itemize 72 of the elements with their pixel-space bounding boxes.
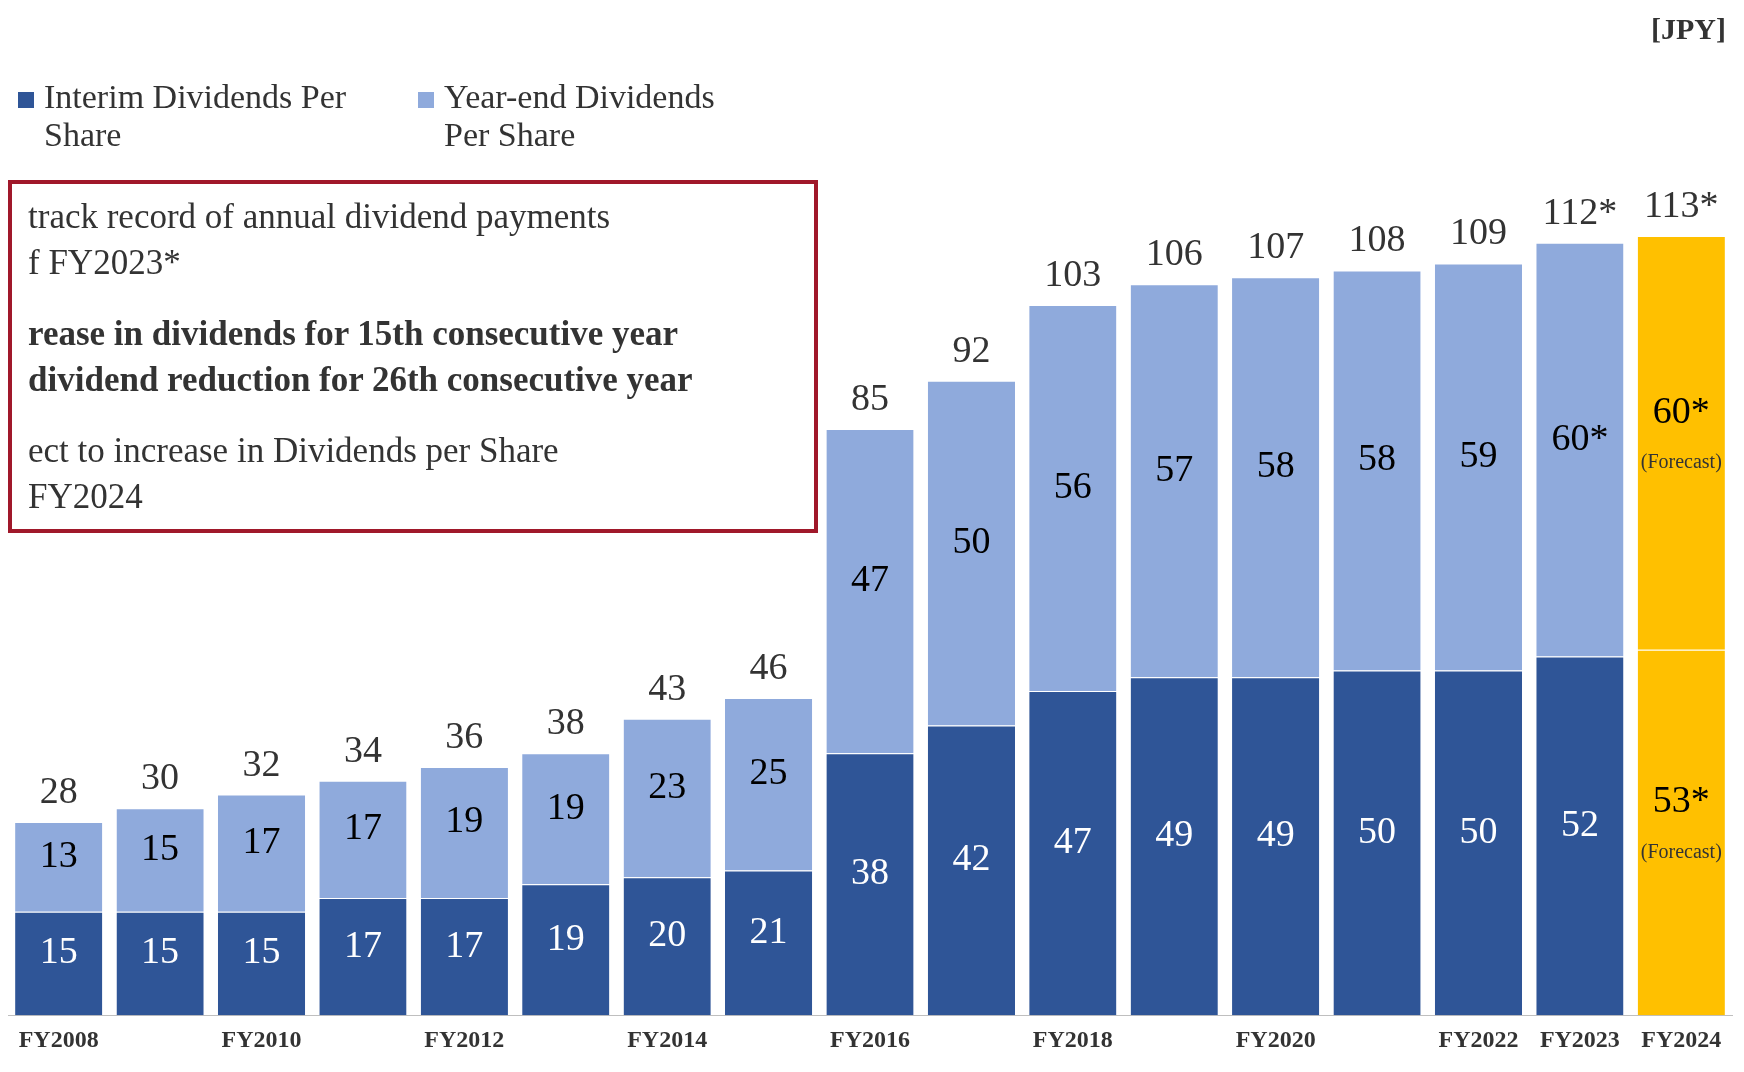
total-label: 85 (851, 376, 889, 419)
annotation: dividend reduction for 26th consecutive year (28, 358, 694, 401)
annotation: rease in dividends for 15th consecutive year (28, 313, 680, 355)
x-tick-label: FY2010 (221, 1025, 302, 1052)
total-label: 108 (1348, 217, 1406, 260)
total-label: 113* (1644, 182, 1719, 225)
x-tick-label: FY2018 (1032, 1025, 1113, 1052)
x-tick-label: FY2016 (830, 1025, 910, 1052)
annotation: (Forecast) (1640, 839, 1722, 863)
data-label: 15 (141, 826, 180, 869)
total-label: 38 (546, 700, 585, 743)
x-tick-label: FY2023 (1539, 1025, 1620, 1052)
data-label: 25 (749, 750, 788, 793)
data-label: 19 (546, 915, 585, 958)
data-label: 59 (1459, 432, 1498, 475)
legend-label: Year-end Dividends Per Share (444, 78, 716, 154)
annotation: FY2024 (28, 475, 144, 518)
data-label: 49 (1155, 812, 1194, 855)
total-label: 36 (445, 713, 484, 756)
total-label: 109 (1449, 210, 1507, 253)
x-tick-label: FY2022 (1438, 1025, 1519, 1052)
total-label: 92 (952, 327, 991, 370)
data-label: 13 (39, 832, 78, 875)
x-tick-label: FY2020 (1235, 1025, 1316, 1052)
data-label: 19 (445, 798, 484, 841)
data-label: 53* (1652, 778, 1710, 821)
total-label: 106 (1145, 231, 1203, 274)
annotation: f FY2023* (28, 241, 182, 284)
x-tick-label: FY2008 (18, 1025, 99, 1052)
data-label: 15 (141, 929, 180, 972)
total-label: 30 (141, 755, 180, 798)
annotation: track record of annual dividend payments (28, 196, 612, 238)
data-label: 56 (1053, 463, 1092, 506)
data-label: 17 (242, 819, 281, 862)
data-label: 42 (952, 836, 991, 879)
annotation: (Forecast) (1640, 450, 1722, 474)
data-label: 50 (952, 519, 991, 562)
data-label: 17 (445, 922, 484, 965)
data-label: 17 (343, 922, 382, 965)
data-label: 47 (1053, 819, 1092, 862)
data-label: 60* (1652, 388, 1710, 431)
data-label: 58 (1358, 436, 1397, 479)
total-label: 112* (1542, 189, 1618, 232)
total-label: 46 (749, 644, 788, 687)
data-label: 38 (851, 850, 889, 893)
data-label: 15 (39, 929, 78, 972)
total-label: 28 (39, 769, 78, 812)
data-label: 57 (1155, 446, 1194, 489)
data-label: 50 (1358, 808, 1397, 851)
text: [JPY] (1651, 11, 1726, 45)
data-label: 47 (851, 557, 889, 600)
total-label: 34 (343, 727, 382, 770)
data-label: 50 (1459, 808, 1498, 851)
data-label: 49 (1256, 812, 1295, 855)
data-label: 23 (648, 763, 687, 806)
data-label: 21 (749, 908, 788, 951)
data-label: 20 (648, 912, 687, 955)
x-tick-label: FY2012 (424, 1025, 505, 1052)
x-tick-label: FY2014 (627, 1025, 708, 1052)
data-label: 52 (1560, 801, 1599, 844)
annotation: ect to increase in Dividends per Share (28, 430, 560, 472)
total-label: 43 (648, 665, 687, 708)
data-label: 58 (1256, 443, 1295, 486)
total-label: 107 (1247, 224, 1305, 267)
total-label: 103 (1044, 251, 1102, 294)
data-label: 19 (546, 784, 585, 827)
legend-label: Interim Dividends Per Share (44, 78, 348, 154)
total-label: 32 (242, 741, 281, 784)
data-label: 17 (343, 805, 382, 848)
data-label: 60* (1551, 415, 1609, 458)
x-tick-label: FY2024 (1641, 1025, 1722, 1052)
data-label: 15 (242, 929, 281, 972)
